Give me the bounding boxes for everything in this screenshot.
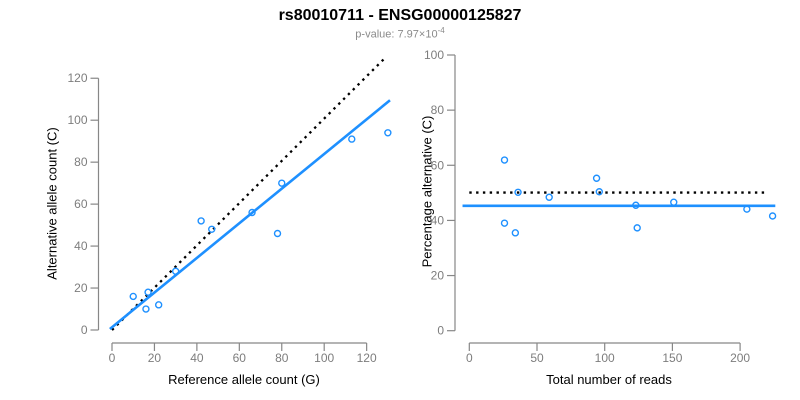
data-point [545, 193, 553, 201]
data-point [768, 212, 777, 220]
x-tick-label: 0 [466, 351, 473, 365]
figure-subtitle: p-value: 7.97×10-4 [0, 26, 800, 41]
data-point [500, 156, 509, 164]
x-tick-label: 60 [233, 351, 247, 365]
right-plot-xlabel: Total number of reads [546, 372, 672, 387]
data-point [595, 188, 603, 196]
data-point [633, 224, 641, 232]
x-tick-label: 150 [662, 351, 682, 365]
y-tick-label: 100 [424, 48, 444, 62]
y-tick-label: 60 [431, 158, 445, 172]
right-plot: 0 20 40 60 80 100 0 50 100 150 200 [424, 48, 777, 365]
p-value-text: p-value: 7.97×10 [355, 28, 438, 41]
left-plot-xlabel: Reference allele count (G) [168, 372, 320, 387]
x-tick-label: 50 [530, 351, 544, 365]
data-point [142, 305, 150, 313]
y-tick-label: 40 [431, 213, 445, 227]
x-tick-label: 0 [109, 351, 116, 365]
data-point [632, 201, 640, 209]
left-plot: 0 20 40 60 80 100 120 0 20 40 60 80 100 120 [67, 57, 392, 365]
data-point [592, 174, 601, 182]
p-value-exponent: -4 [437, 26, 445, 35]
data-point [743, 205, 751, 213]
y-tick-label: 40 [74, 239, 88, 253]
data-point [273, 229, 282, 238]
data-point [197, 217, 205, 225]
x-tick-label: 100 [595, 351, 615, 365]
left-plot-ylabel: Alternative allele count (C) [44, 127, 60, 280]
y-tick-label: 60 [74, 197, 88, 211]
data-point [129, 292, 137, 301]
data-point [171, 267, 180, 275]
x-tick-label: 200 [730, 351, 750, 365]
y-tick-label: 20 [431, 269, 445, 283]
data-point [154, 301, 163, 309]
y-tick-label: 80 [74, 155, 88, 169]
right-plot-ylabel: Percentage alternative (C) [419, 115, 435, 268]
x-tick-label: 120 [357, 351, 377, 365]
x-tick-label: 40 [190, 351, 204, 365]
data-point [348, 135, 356, 143]
y-tick-label: 80 [431, 103, 445, 117]
y-tick-label: 20 [74, 281, 88, 295]
y-tick-label: 120 [67, 71, 87, 85]
figure-title: rs80010711 - ENSG00000125827 [278, 7, 522, 24]
x-tick-label: 20 [148, 351, 162, 365]
data-point [511, 229, 520, 237]
data-point [384, 129, 392, 137]
data-point [670, 198, 678, 206]
data-point [278, 179, 286, 187]
y-tick-label: 0 [81, 323, 88, 337]
x-tick-label: 80 [275, 351, 289, 365]
x-tick-label: 100 [314, 351, 334, 365]
data-point [514, 188, 522, 196]
identity-line [111, 57, 386, 331]
y-tick-label: 0 [437, 324, 444, 338]
data-point [144, 288, 152, 296]
y-tick-label: 100 [67, 113, 87, 127]
data-point [500, 219, 509, 227]
data-point [208, 225, 216, 233]
data-point [248, 208, 256, 217]
